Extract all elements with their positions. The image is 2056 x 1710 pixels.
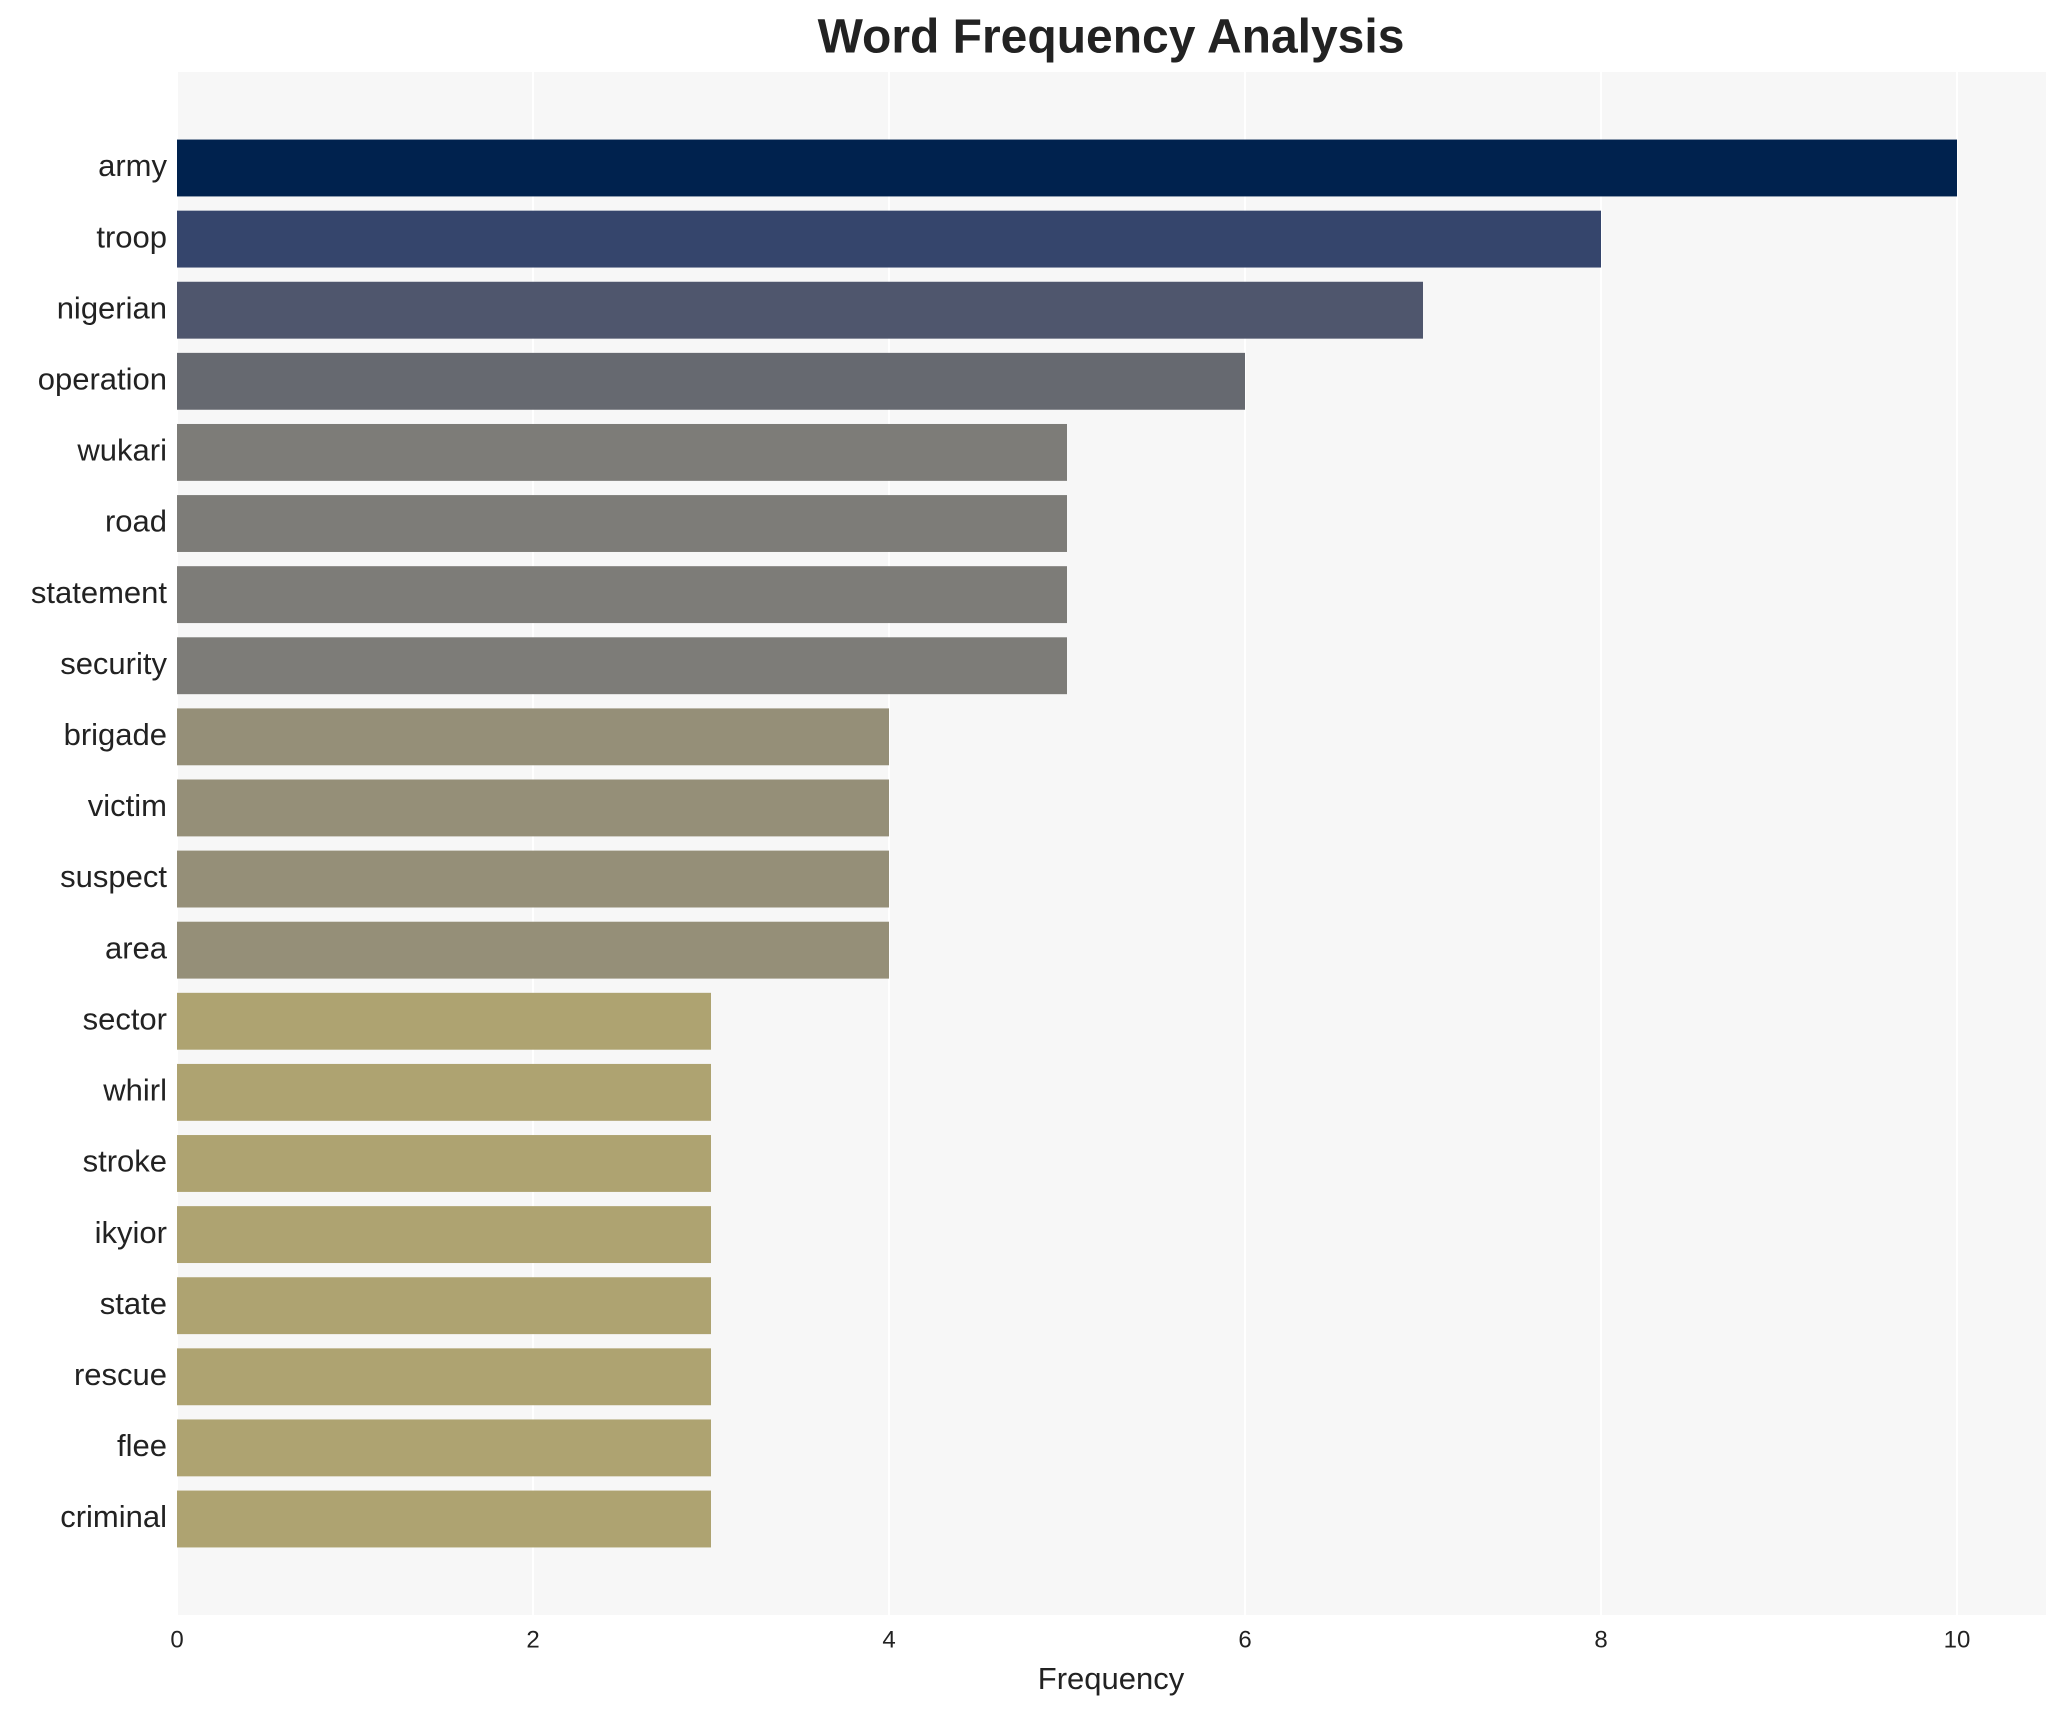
bar	[177, 1063, 711, 1121]
y-tick-label: stroke	[83, 1144, 167, 1179]
x-tick-label: 2	[526, 1626, 539, 1653]
y-tick-label: road	[105, 504, 167, 539]
bar	[177, 352, 1245, 410]
y-tick-label: area	[105, 930, 168, 965]
bar	[177, 921, 889, 979]
y-tick-label: operation	[38, 361, 167, 396]
bar	[177, 1490, 711, 1548]
bar	[177, 423, 1067, 481]
y-tick-label: suspect	[60, 859, 167, 894]
bar	[177, 139, 1957, 197]
y-tick-label: rescue	[74, 1357, 167, 1392]
bar	[177, 1277, 711, 1335]
bar	[177, 1206, 711, 1264]
y-tick-label: whirl	[102, 1073, 167, 1108]
y-tick-label: security	[60, 646, 167, 681]
bar	[177, 1348, 711, 1406]
y-tick-label: brigade	[64, 717, 167, 752]
x-tick-label: 0	[170, 1626, 183, 1653]
x-tick-label: 8	[1594, 1626, 1607, 1653]
bar	[177, 779, 889, 837]
bar	[177, 566, 1067, 624]
bar	[177, 992, 711, 1050]
y-tick-label: wukari	[76, 433, 167, 468]
y-tick-label: criminal	[60, 1499, 167, 1534]
bar	[177, 637, 1067, 695]
x-tick-label: 10	[1944, 1626, 1971, 1653]
y-tick-label: army	[98, 148, 167, 183]
bar	[177, 210, 1601, 268]
y-tick-label: ikyior	[95, 1215, 167, 1250]
y-tick-label: state	[100, 1286, 167, 1321]
chart-title: Word Frequency Analysis	[818, 11, 1405, 64]
bar	[177, 1135, 711, 1192]
y-tick-label: victim	[88, 788, 167, 823]
bar	[177, 850, 889, 908]
y-tick-label: nigerian	[57, 290, 167, 325]
x-tick-label: 4	[882, 1626, 895, 1653]
bar	[177, 708, 889, 766]
y-tick-label: sector	[83, 1001, 167, 1036]
bar	[177, 1419, 711, 1477]
bar	[177, 495, 1067, 552]
bar	[177, 281, 1423, 339]
y-tick-label: troop	[96, 219, 167, 254]
y-tick-label: statement	[31, 575, 168, 610]
x-tick-label: 6	[1238, 1626, 1251, 1653]
y-tick-label: flee	[117, 1428, 167, 1463]
x-axis-label: Frequency	[1038, 1661, 1185, 1696]
